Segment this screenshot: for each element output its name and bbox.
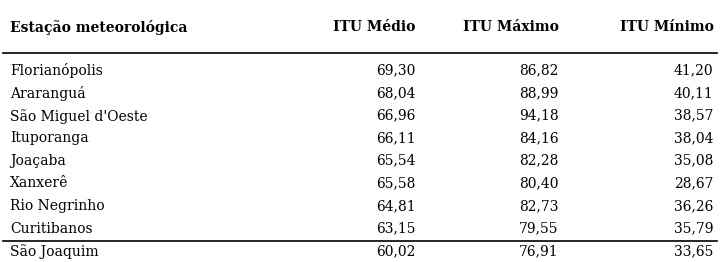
Text: 38,04: 38,04	[674, 131, 714, 145]
Text: 60,02: 60,02	[377, 244, 415, 258]
Text: 79,55: 79,55	[519, 222, 559, 236]
Text: 65,58: 65,58	[377, 176, 415, 190]
Text: Curitibanos: Curitibanos	[10, 222, 93, 236]
Text: 80,40: 80,40	[519, 176, 559, 190]
Text: 82,73: 82,73	[519, 199, 559, 213]
Text: 65,54: 65,54	[377, 154, 415, 168]
Text: 88,99: 88,99	[519, 86, 559, 100]
Text: 33,65: 33,65	[674, 244, 714, 258]
Text: 35,79: 35,79	[674, 222, 714, 236]
Text: 64,81: 64,81	[376, 199, 415, 213]
Text: 66,11: 66,11	[376, 131, 415, 145]
Text: 66,96: 66,96	[377, 109, 415, 123]
Text: Rio Negrinho: Rio Negrinho	[10, 199, 104, 213]
Text: 28,67: 28,67	[674, 176, 714, 190]
Text: Araranguá: Araranguá	[10, 86, 86, 101]
Text: 35,08: 35,08	[674, 154, 714, 168]
Text: Joaçaba: Joaçaba	[10, 154, 66, 168]
Text: Ituporanga: Ituporanga	[10, 131, 89, 145]
Text: 94,18: 94,18	[519, 109, 559, 123]
Text: 41,20: 41,20	[674, 63, 714, 78]
Text: Florianópolis: Florianópolis	[10, 63, 103, 79]
Text: Estação meteorológica: Estação meteorológica	[10, 20, 187, 35]
Text: São Joaquim: São Joaquim	[10, 244, 99, 259]
Text: 63,15: 63,15	[377, 222, 415, 236]
Text: 36,26: 36,26	[674, 199, 714, 213]
Text: São Miguel d'Oeste: São Miguel d'Oeste	[10, 109, 148, 123]
Text: 68,04: 68,04	[377, 86, 415, 100]
Text: 69,30: 69,30	[377, 63, 415, 78]
Text: 82,28: 82,28	[519, 154, 559, 168]
Text: 40,11: 40,11	[674, 86, 714, 100]
Text: 76,91: 76,91	[519, 244, 559, 258]
Text: 84,16: 84,16	[519, 131, 559, 145]
Text: 38,57: 38,57	[674, 109, 714, 123]
Text: ITU Médio: ITU Médio	[333, 20, 415, 34]
Text: 86,82: 86,82	[519, 63, 559, 78]
Text: ITU Mínimo: ITU Mínimo	[620, 20, 714, 34]
Text: Xanxerê: Xanxerê	[10, 176, 68, 190]
Text: ITU Máximo: ITU Máximo	[463, 20, 559, 34]
